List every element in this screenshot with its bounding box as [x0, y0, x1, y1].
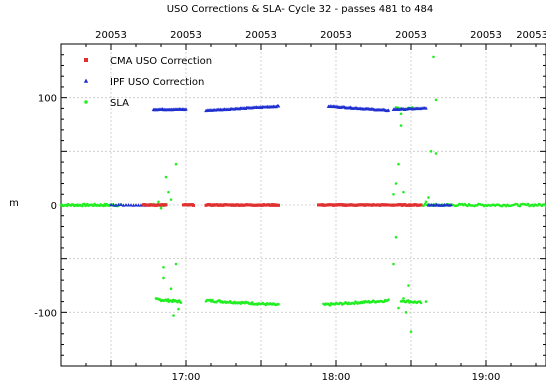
data-point — [526, 202, 530, 206]
data-point — [404, 311, 408, 314]
legend-swatch — [83, 78, 89, 83]
data-point — [162, 265, 165, 269]
data-point — [157, 200, 160, 204]
data-point — [392, 192, 395, 196]
legend-item: SLA — [84, 98, 129, 109]
data-point — [116, 202, 121, 207]
data-point — [126, 203, 131, 207]
top-tick-label: 20053 — [245, 30, 277, 41]
data-point — [397, 162, 400, 166]
y-axis-label: m — [9, 198, 19, 209]
data-point — [419, 301, 423, 305]
data-point — [169, 287, 173, 291]
top-tick-label: 20053 — [320, 30, 352, 41]
data-point — [192, 203, 195, 207]
data-point — [162, 276, 165, 280]
data-point — [136, 203, 141, 207]
data-point — [386, 108, 391, 112]
legend-label: SLA — [110, 98, 129, 109]
data-point — [159, 206, 163, 210]
data-point — [169, 198, 173, 201]
data-point — [164, 175, 168, 179]
y-tick-label: 100 — [38, 94, 57, 105]
data-point — [372, 203, 375, 207]
series-cma-uso-correction — [142, 203, 423, 207]
x-tick-label: 17:00 — [172, 372, 201, 383]
data-point — [424, 200, 428, 204]
legend-item: CMA USO Correction — [84, 56, 212, 67]
legend-swatch — [84, 100, 88, 104]
data-point — [179, 301, 183, 304]
data-point — [134, 203, 138, 207]
data-series — [59, 55, 546, 333]
data-point — [277, 203, 280, 207]
data-point — [402, 297, 405, 300]
x-tick-label: 19:00 — [472, 372, 501, 383]
data-point — [109, 202, 113, 207]
data-point — [164, 203, 168, 207]
chart-title: USO Corrections & SLA- Cycle 32 - passes… — [167, 4, 434, 15]
legend-label: IPF USO Correction — [110, 77, 204, 88]
data-point — [424, 106, 428, 110]
legend-label: CMA USO Correction — [110, 56, 212, 67]
data-point — [397, 306, 400, 310]
data-point — [432, 55, 435, 59]
top-tick-label: 20053 — [170, 30, 202, 41]
data-point — [124, 203, 128, 207]
data-point — [449, 202, 453, 207]
data-point — [328, 303, 332, 307]
data-point — [119, 202, 123, 206]
series-sla — [59, 55, 546, 333]
data-point — [399, 112, 403, 116]
data-point — [139, 203, 143, 207]
data-point — [518, 204, 522, 208]
data-point — [394, 106, 398, 109]
data-point — [387, 203, 390, 207]
data-point — [434, 152, 438, 155]
data-point — [129, 203, 133, 207]
data-point — [419, 203, 423, 207]
data-point — [407, 284, 410, 287]
data-point — [387, 298, 390, 301]
data-point — [409, 330, 413, 333]
data-point — [424, 300, 428, 303]
data-point — [402, 190, 405, 194]
top-tick-label: 20053 — [516, 30, 546, 41]
data-point — [121, 203, 126, 207]
data-point — [392, 262, 395, 266]
data-point — [353, 302, 356, 306]
data-point — [434, 98, 438, 102]
data-point — [184, 107, 188, 111]
data-point — [174, 162, 178, 166]
data-point — [394, 182, 398, 185]
data-point — [277, 302, 280, 306]
data-point — [394, 235, 398, 239]
data-point — [174, 262, 178, 266]
axis-ticks: 17:00 18:00 19:00 20053 20053 20053 20053 20053… — [34, 30, 546, 383]
legend-swatch — [84, 58, 88, 62]
series-ipf-uso-correction — [109, 103, 453, 207]
data-point — [399, 124, 403, 127]
legend-item: IPF USO Correction — [83, 77, 204, 88]
data-point — [111, 202, 116, 207]
legend: CMA USO Correction IPF USO Correction SLA — [83, 56, 212, 109]
data-point — [167, 190, 170, 194]
top-tick-label: 20053 — [95, 30, 127, 41]
y-tick-label: 0 — [51, 201, 57, 212]
data-point — [166, 298, 170, 301]
data-point — [177, 307, 180, 311]
top-tick-label: 20053 — [395, 30, 427, 41]
y-tick-label: -100 — [34, 308, 57, 319]
top-tick-label: 20053 — [470, 30, 502, 41]
x-tick-label: 18:00 — [322, 372, 351, 383]
data-point — [427, 196, 430, 199]
data-point — [131, 203, 136, 207]
data-point — [276, 104, 281, 108]
data-point — [81, 204, 84, 208]
data-point — [429, 150, 433, 153]
data-point — [172, 314, 175, 317]
